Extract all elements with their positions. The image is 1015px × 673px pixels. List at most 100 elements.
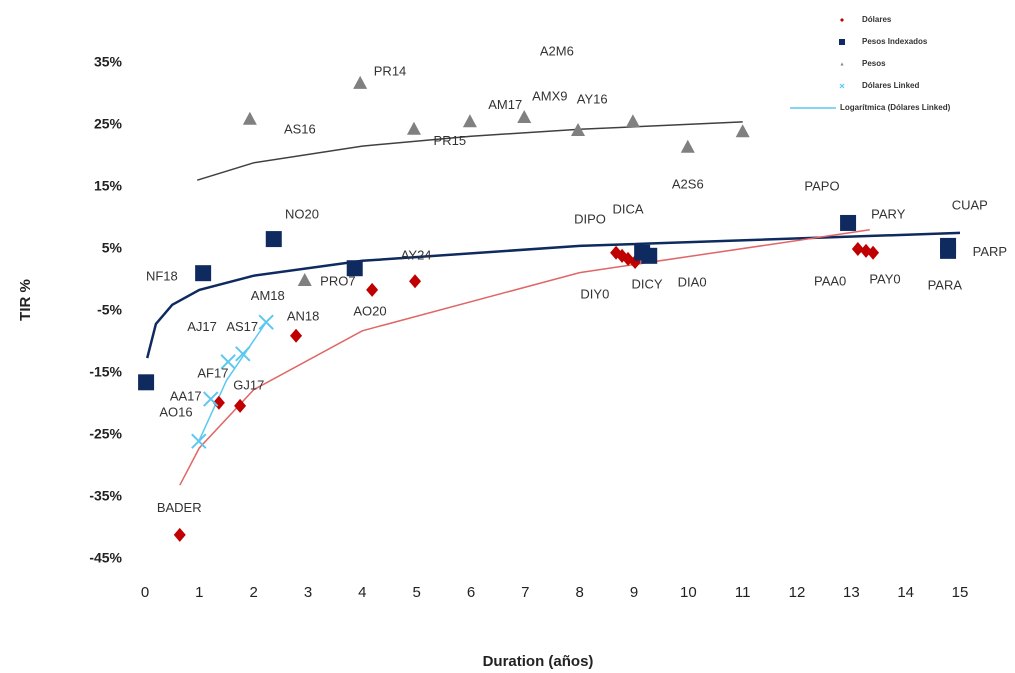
y-tick-label: -25% [89,426,122,442]
point-label: PR14 [374,64,407,79]
x-tick-label: 0 [141,584,149,601]
x-tick-label: 4 [358,584,366,601]
point-label: PARA [928,278,963,293]
point [242,111,257,125]
point-label: AY16 [577,92,608,107]
y-tick-label: -45% [89,550,122,566]
point [234,398,247,413]
point-label: DIPO [574,211,606,226]
y-tick-label: -15% [89,364,122,380]
point [625,114,640,128]
point [346,260,363,277]
point-label: AJ17 [187,319,217,334]
point [366,282,379,297]
point [867,245,880,260]
point-label: AA17 [170,389,202,404]
x-tick-label: 6 [467,584,475,601]
point [517,109,532,123]
point-label: PRO7 [320,273,355,288]
point-label: DIY0 [580,286,609,301]
legend-marker [839,39,845,45]
legend-label: Dólares [862,15,892,24]
point-label: DICY [632,276,663,291]
point [290,328,303,343]
point [571,122,586,136]
trendline [145,231,961,359]
point [735,124,750,138]
point [195,265,212,282]
x-tick-label: 5 [412,584,420,601]
x-tick-label: 9 [630,584,638,601]
point [220,354,236,370]
point [212,395,225,410]
x-tick-label: 13 [843,584,860,601]
point-label: PARY [871,206,906,221]
point [462,114,477,128]
trendline [196,121,743,181]
x-axis-title: Duration (años) [483,653,594,670]
point-label: NO20 [285,206,319,221]
point [297,273,312,286]
y-tick-label: 25% [94,116,123,132]
point [191,433,207,449]
point [641,247,658,264]
point-label: AN18 [287,309,320,324]
point [406,121,421,135]
point [258,314,274,330]
legend-marker [840,18,844,22]
point [138,374,155,391]
point-label: AO16 [159,405,192,420]
legend-marker [840,62,844,66]
point [940,242,957,259]
point-stroke [203,391,219,407]
point-label: AS17 [226,319,258,334]
point [235,346,251,362]
x-tick-label: 7 [521,584,529,601]
point-label: PAA0 [814,273,846,288]
point-label: PARP [973,244,1007,259]
trendline [179,229,870,486]
x-tick-label: 14 [897,584,914,601]
point-label: PAY0 [869,271,900,286]
point [840,214,857,231]
point-label: PR15 [434,133,467,148]
x-tick-label: 2 [249,584,257,601]
point-label: AY24 [401,247,432,262]
trendline [198,321,267,442]
legend-label: Logarítmica (Dólares Linked) [840,103,951,112]
y-axis-title: TIR % [17,279,34,321]
legend-marker [839,83,845,89]
point-label: PAPO [804,178,839,193]
point-stroke [258,314,274,330]
point-stroke [220,354,236,370]
x-tick-label: 10 [680,584,697,601]
x-tick-label: 12 [789,584,806,601]
point-label: AM17 [488,97,522,112]
legend-label: Pesos [862,59,886,68]
point-label: AM18 [251,288,285,303]
legend-label: Pesos Indexados [862,37,928,46]
point-label: DIA0 [678,275,707,290]
x-tick-label: 3 [304,584,312,601]
point-label: GJ17 [233,377,264,392]
point [409,274,422,289]
point [353,75,368,89]
y-tick-label: -5% [97,302,122,318]
x-tick-label: 15 [952,584,969,601]
point-label: NF18 [146,268,178,283]
point-stroke [191,433,207,449]
point-label: CUAP [952,198,988,213]
x-tick-label: 8 [575,584,583,601]
point-label: AO20 [353,304,386,319]
point [265,231,282,248]
point-label: DICA [612,201,643,216]
point-label: A2M6 [540,43,574,58]
point-label: A2S6 [672,177,704,192]
point [173,527,186,542]
point-label: AMX9 [532,89,567,104]
x-tick-label: 11 [735,584,751,601]
point-stroke [235,346,251,362]
legend-label: Dólares Linked [862,81,919,90]
point-label: AS16 [284,121,316,136]
